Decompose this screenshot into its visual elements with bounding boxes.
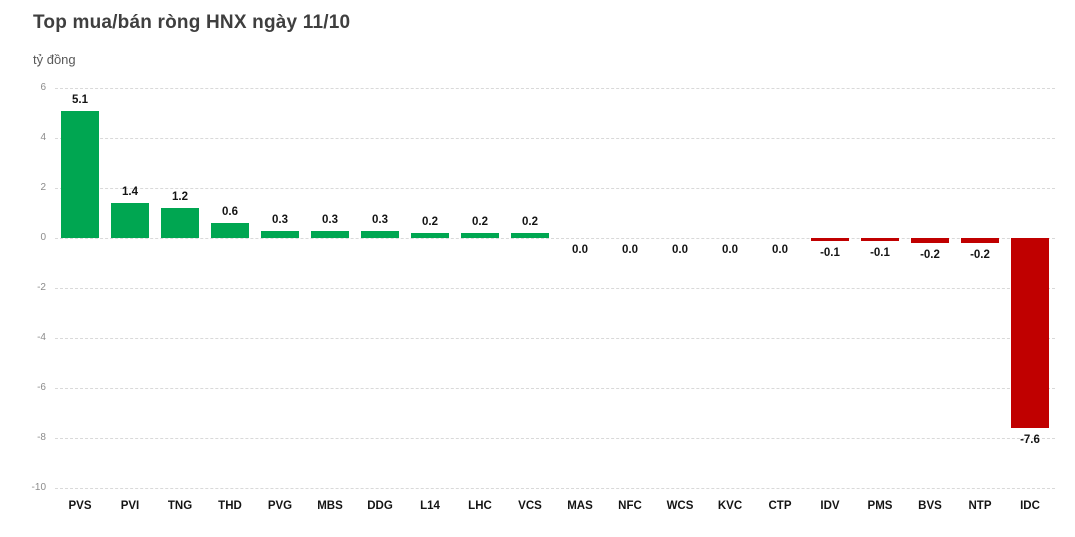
x-tick-label-WCS: WCS — [666, 500, 694, 512]
bar-BVS — [911, 238, 949, 243]
x-tick-label-NTP: NTP — [968, 500, 992, 512]
value-label-DDG: 0.3 — [372, 213, 388, 226]
value-label-MBS: 0.3 — [322, 213, 338, 226]
bar-PMS — [861, 238, 899, 241]
y-axis-unit-label: tỷ đồng — [33, 52, 76, 67]
y-tick-label: -8 — [37, 432, 46, 443]
bar-THD — [211, 223, 249, 238]
value-label-TNG: 1.2 — [172, 191, 188, 203]
x-tick-label-MAS: MAS — [567, 500, 593, 512]
gridline-y--6 — [55, 388, 1055, 389]
value-label-PVG: 0.3 — [272, 213, 288, 226]
bar-MBS — [311, 230, 349, 238]
y-tick-label: -10 — [31, 482, 46, 493]
bar-TNG — [161, 208, 199, 238]
gridline-y-4 — [55, 138, 1055, 139]
value-label-CTP: 0.0 — [772, 244, 788, 256]
gridline-y--4 — [55, 338, 1055, 339]
y-tick-label: -6 — [37, 382, 46, 393]
value-label-PVI: 1.4 — [122, 186, 138, 198]
x-tick-label-PVI: PVI — [120, 500, 140, 512]
x-tick-label-PMS: PMS — [867, 500, 893, 512]
gridline-y--8 — [55, 438, 1055, 439]
bar-NTP — [961, 238, 999, 243]
chart-title: Top mua/bán ròng HNX ngày 11/10 — [33, 12, 351, 33]
x-tick-label-IDC: IDC — [1020, 500, 1040, 512]
x-tick-label-IDV: IDV — [820, 500, 840, 512]
gridline-y-0 — [55, 238, 1055, 239]
x-tick-label-PVG: PVG — [267, 500, 293, 512]
x-tick-label-KVC: KVC — [717, 500, 743, 512]
x-tick-label-L14: L14 — [420, 500, 440, 512]
x-tick-label-DDG: DDG — [367, 500, 393, 512]
bar-PVG — [261, 230, 299, 238]
bar-LHC — [461, 233, 499, 238]
value-label-KVC: 0.0 — [722, 244, 738, 256]
value-label-LHC: 0.2 — [472, 216, 488, 228]
x-tick-label-BVS: BVS — [918, 500, 942, 512]
y-tick-label: 0 — [40, 232, 46, 243]
gridline-y--2 — [55, 288, 1055, 289]
y-tick-label: 4 — [40, 132, 46, 143]
value-label-PMS: -0.1 — [870, 246, 890, 259]
value-label-THD: 0.6 — [222, 206, 238, 218]
x-tick-label-THD: THD — [218, 500, 242, 512]
value-label-IDC: -7.6 — [1020, 434, 1040, 446]
value-label-WCS: 0.0 — [672, 244, 688, 256]
x-tick-label-NFC: NFC — [618, 500, 642, 512]
x-tick-label-VCS: VCS — [518, 500, 542, 512]
x-tick-label-LHC: LHC — [468, 500, 492, 512]
bar-DDG — [361, 230, 399, 238]
value-label-BVS: -0.2 — [920, 249, 940, 261]
gridline-y--10 — [55, 488, 1055, 489]
bar-PVI — [111, 203, 149, 238]
value-label-MAS: 0.0 — [572, 244, 588, 256]
value-label-IDV: -0.1 — [820, 246, 840, 259]
y-tick-label: -2 — [37, 282, 46, 293]
bar-VCS — [511, 233, 549, 238]
bar-IDV — [811, 238, 849, 241]
gridline-y-2 — [55, 188, 1055, 189]
value-label-PVS: 5.1 — [72, 93, 88, 106]
bar-L14 — [411, 233, 449, 238]
value-label-NFC: 0.0 — [622, 244, 638, 256]
gridline-y-6 — [55, 88, 1055, 89]
bar-IDC — [1011, 238, 1049, 428]
x-tick-label-TNG: TNG — [167, 500, 193, 512]
x-tick-label-PVS: PVS — [68, 500, 92, 512]
x-tick-label-MBS: MBS — [317, 500, 343, 512]
value-label-L14: 0.2 — [422, 216, 438, 228]
y-tick-label: 6 — [40, 82, 46, 93]
y-tick-label: 2 — [40, 182, 46, 193]
y-tick-label: -4 — [37, 332, 46, 343]
value-label-VCS: 0.2 — [522, 216, 538, 228]
x-tick-label-CTP: CTP — [768, 500, 792, 512]
value-label-NTP: -0.2 — [970, 249, 990, 261]
bar-PVS — [61, 110, 99, 238]
